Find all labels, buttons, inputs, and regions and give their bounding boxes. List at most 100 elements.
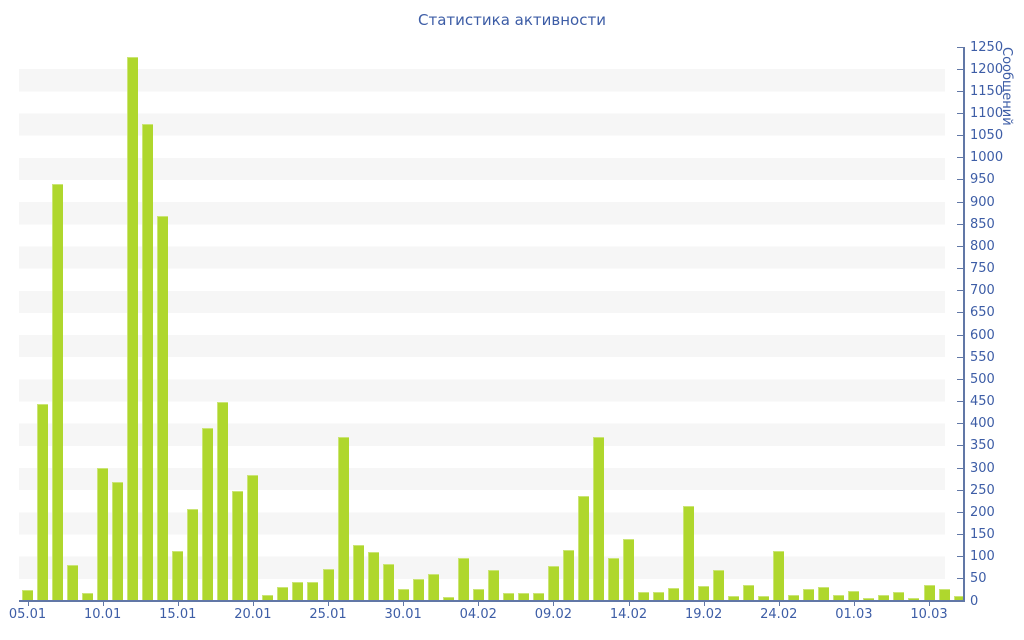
bar-idx14[interactable] bbox=[232, 490, 244, 601]
y-label-550: 550 bbox=[970, 349, 995, 365]
bar-idx28[interactable] bbox=[442, 596, 454, 601]
bar-idx7[interactable] bbox=[127, 56, 139, 601]
bar-idx38[interactable] bbox=[592, 437, 604, 601]
bar-idx57[interactable] bbox=[878, 594, 890, 601]
bar-idx61[interactable] bbox=[938, 588, 950, 601]
x-tick-24.02 bbox=[778, 602, 780, 606]
y-tick-750 bbox=[957, 268, 963, 270]
bar-idx36[interactable] bbox=[562, 550, 574, 601]
x-label-04.02: 04.02 bbox=[459, 607, 497, 622]
y-label-950: 950 bbox=[970, 172, 995, 188]
bar-idx12[interactable] bbox=[202, 427, 214, 601]
bar-14.02[interactable] bbox=[623, 538, 634, 601]
bar-20.01[interactable] bbox=[247, 474, 259, 601]
bar-idx44[interactable] bbox=[683, 505, 695, 601]
bar-idx54[interactable] bbox=[833, 595, 845, 601]
bar-idx13[interactable] bbox=[217, 402, 229, 601]
bar-10.01[interactable] bbox=[97, 468, 109, 601]
x-tick-19.02 bbox=[703, 602, 705, 606]
bar-01.03[interactable] bbox=[848, 591, 860, 601]
bars-layer bbox=[19, 47, 965, 601]
y-tick-1100 bbox=[957, 112, 963, 114]
bar-idx42[interactable] bbox=[653, 592, 665, 601]
x-label-05.01: 05.01 bbox=[8, 607, 47, 622]
y-tick-200 bbox=[957, 511, 963, 513]
bar-idx18[interactable] bbox=[292, 582, 304, 601]
bar-idx2[interactable] bbox=[52, 184, 64, 601]
y-tick-650 bbox=[957, 312, 963, 314]
bar-idx21[interactable] bbox=[337, 437, 349, 601]
bar-25.01[interactable] bbox=[322, 569, 334, 601]
x-tick-30.01 bbox=[403, 602, 405, 606]
bar-idx9[interactable] bbox=[157, 215, 169, 601]
y-tick-1000 bbox=[957, 157, 963, 159]
bar-idx49[interactable] bbox=[758, 596, 770, 601]
y-tick-500 bbox=[957, 378, 963, 380]
y-label-250: 250 bbox=[970, 482, 995, 498]
bar-idx37[interactable] bbox=[577, 496, 589, 601]
y-axis-line bbox=[963, 47, 965, 602]
bar-19.02[interactable] bbox=[698, 585, 710, 601]
bar-idx26[interactable] bbox=[412, 578, 424, 601]
y-label-50: 50 bbox=[970, 571, 987, 587]
bar-idx17[interactable] bbox=[277, 587, 289, 601]
bar-idx1[interactable] bbox=[37, 403, 49, 601]
bar-idx16[interactable] bbox=[262, 595, 274, 601]
bar-idx56[interactable] bbox=[863, 597, 875, 601]
bar-idx51[interactable] bbox=[788, 594, 800, 601]
x-label-10.03: 10.03 bbox=[910, 607, 948, 622]
bar-idx41[interactable] bbox=[638, 592, 650, 601]
bar-idx29[interactable] bbox=[457, 558, 469, 601]
bar-idx46[interactable] bbox=[713, 569, 725, 601]
x-tick-10.01 bbox=[102, 602, 104, 606]
y-label-650: 650 bbox=[970, 305, 995, 321]
y-label-200: 200 bbox=[970, 504, 995, 520]
bar-05.01[interactable] bbox=[22, 590, 33, 601]
bar-idx33[interactable] bbox=[517, 593, 529, 601]
plot-area bbox=[19, 47, 945, 601]
bar-24.02[interactable] bbox=[773, 551, 785, 601]
y-tick-1050 bbox=[957, 135, 963, 137]
bar-idx3[interactable] bbox=[67, 564, 79, 601]
bar-idx22[interactable] bbox=[352, 544, 364, 601]
bar-10.03[interactable] bbox=[923, 584, 935, 601]
y-tick-550 bbox=[957, 356, 963, 358]
bar-04.02[interactable] bbox=[472, 588, 484, 601]
bar-idx58[interactable] bbox=[893, 592, 905, 601]
bar-idx43[interactable] bbox=[668, 587, 680, 601]
bar-idx31[interactable] bbox=[487, 569, 499, 601]
bar-idx23[interactable] bbox=[367, 552, 379, 601]
y-tick-1200 bbox=[957, 68, 963, 70]
bar-09.02[interactable] bbox=[547, 566, 559, 601]
bar-idx62[interactable] bbox=[953, 596, 965, 601]
y-label-150: 150 bbox=[970, 527, 995, 543]
bar-idx34[interactable] bbox=[532, 593, 544, 601]
bar-idx11[interactable] bbox=[187, 508, 199, 601]
y-tick-50 bbox=[957, 578, 963, 580]
bar-15.01[interactable] bbox=[172, 551, 184, 601]
bar-idx8[interactable] bbox=[142, 124, 154, 601]
bar-idx47[interactable] bbox=[728, 596, 740, 601]
x-label-09.02: 09.02 bbox=[534, 607, 572, 622]
bar-idx32[interactable] bbox=[502, 593, 514, 601]
bar-idx59[interactable] bbox=[908, 597, 920, 601]
bar-idx4[interactable] bbox=[82, 593, 94, 601]
bar-30.01[interactable] bbox=[397, 589, 409, 601]
x-tick-20.01 bbox=[252, 602, 254, 606]
x-tick-25.01 bbox=[328, 602, 329, 606]
x-label-30.01: 30.01 bbox=[384, 607, 422, 622]
y-tick-150 bbox=[957, 534, 963, 536]
bar-idx53[interactable] bbox=[818, 587, 830, 601]
bar-idx52[interactable] bbox=[803, 589, 815, 601]
bar-idx19[interactable] bbox=[307, 582, 319, 601]
y-label-1100: 1100 bbox=[970, 105, 1004, 121]
bar-idx24[interactable] bbox=[382, 563, 394, 601]
bar-idx48[interactable] bbox=[743, 584, 755, 601]
bar-idx6[interactable] bbox=[112, 482, 124, 601]
bar-idx39[interactable] bbox=[607, 558, 619, 601]
y-label-600: 600 bbox=[970, 327, 995, 343]
bar-idx27[interactable] bbox=[427, 573, 439, 601]
x-label-19.02: 19.02 bbox=[685, 607, 723, 622]
x-label-24.02: 24.02 bbox=[760, 607, 798, 622]
y-label-750: 750 bbox=[970, 261, 995, 277]
